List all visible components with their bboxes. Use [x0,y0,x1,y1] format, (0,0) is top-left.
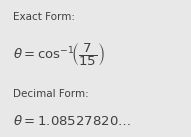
Text: Exact Form:: Exact Form: [13,12,75,22]
Text: Decimal Form:: Decimal Form: [13,89,89,99]
Text: $\theta = \mathrm{cos}^{-1}\!\left(\dfrac{7}{15}\right)$: $\theta = \mathrm{cos}^{-1}\!\left(\dfra… [13,41,105,68]
Text: $\theta = 1.08527820\ldots$: $\theta = 1.08527820\ldots$ [13,114,131,128]
